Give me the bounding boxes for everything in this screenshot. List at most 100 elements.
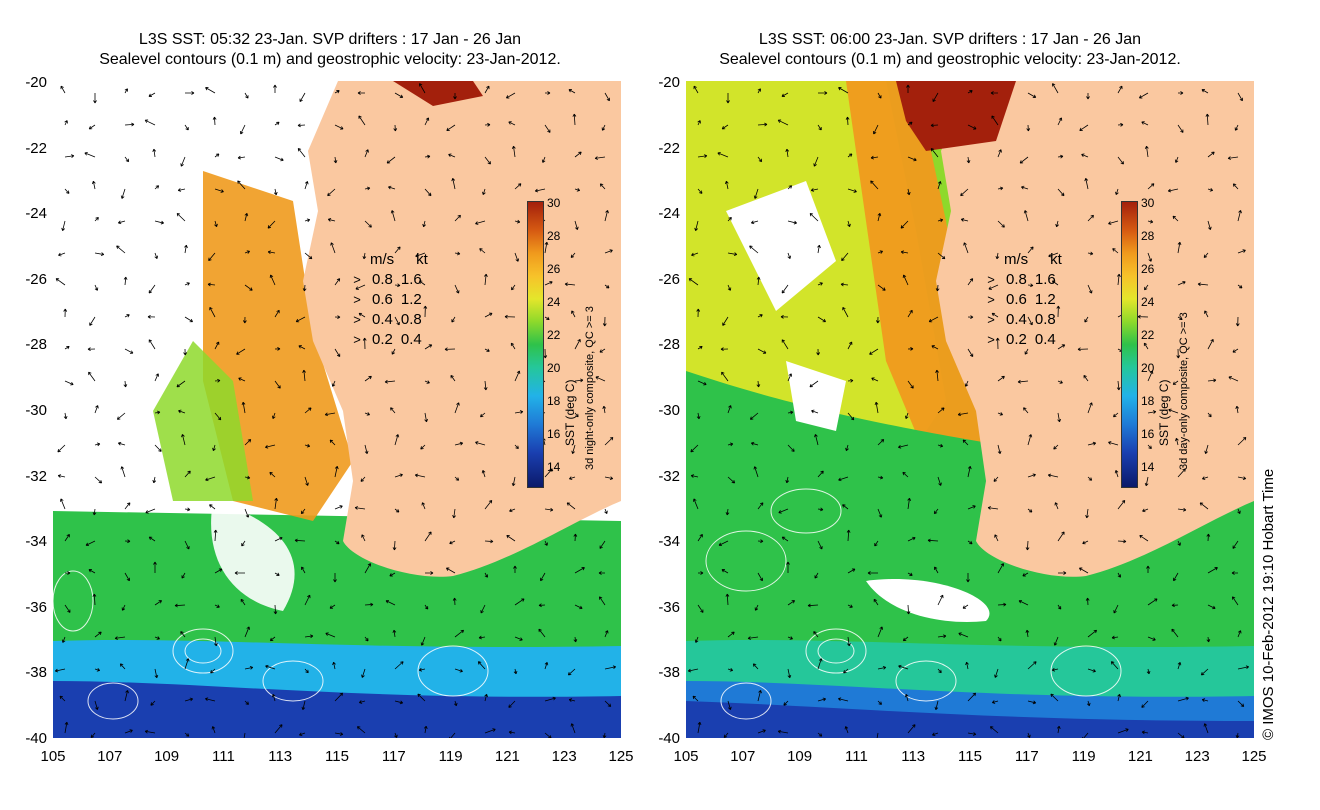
panel2-title: L3S SST: 06:00 23-Jan. SVP drifters : 17…	[660, 30, 1240, 70]
velocity-arrow	[688, 278, 699, 286]
y-tick-label: -28	[25, 336, 47, 354]
velocity-arrow	[273, 188, 278, 196]
velocity-arrow	[1201, 698, 1209, 702]
velocity-arrow	[508, 730, 516, 735]
velocity-arrow	[1237, 436, 1247, 446]
velocity-arrow	[967, 348, 974, 357]
velocity-arrow	[123, 276, 128, 286]
y-tick-label: -24	[25, 205, 47, 223]
colorbar-tick-label: 24	[547, 295, 561, 309]
velocity-arrow	[847, 341, 853, 350]
velocity-arrow	[994, 534, 999, 542]
velocity-arrow	[756, 380, 761, 388]
velocity-arrow	[843, 668, 849, 674]
velocity-arrow	[872, 124, 879, 135]
velocity-arrow	[1027, 316, 1033, 326]
velocity-arrow	[907, 536, 916, 542]
velocity-arrow	[1057, 380, 1063, 384]
velocity-arrow	[594, 156, 606, 160]
velocity-arrow	[697, 120, 701, 126]
velocity-arrow	[997, 602, 1007, 607]
velocity-arrow	[445, 567, 456, 574]
velocity-arrow	[817, 507, 824, 512]
velocity-arrow	[271, 412, 276, 419]
y-tick-label: -22	[25, 139, 47, 157]
velocity-arrow	[1117, 273, 1121, 286]
velocity-arrow	[451, 316, 456, 323]
velocity-arrow	[454, 441, 464, 446]
sealevel-contours	[53, 570, 489, 720]
x-tick-label: 107	[730, 748, 756, 765]
velocity-arrow	[1237, 476, 1247, 481]
velocity-arrow	[817, 316, 826, 323]
velocity-arrow	[1086, 700, 1091, 707]
velocity-arrow	[394, 246, 401, 254]
velocity-arrow	[304, 252, 313, 260]
velocity-arrow	[330, 242, 336, 254]
velocity-arrow	[937, 476, 942, 486]
velocity-arrow	[394, 473, 403, 478]
velocity-arrow	[124, 502, 131, 510]
y-tick-label: -36	[658, 598, 680, 616]
velocity-arrow	[1057, 604, 1062, 610]
x-tick-label: 123	[1184, 748, 1210, 765]
y-tick-label: -38	[658, 664, 680, 682]
velocity-arrow	[423, 725, 428, 734]
velocity-arrow	[838, 697, 849, 702]
velocity-arrow	[294, 538, 306, 543]
velocity-arrow	[1201, 89, 1209, 94]
panel2-map[interactable]	[686, 81, 1254, 738]
legend-ms-value: 0.4	[1006, 311, 1027, 328]
velocity-arrow	[724, 180, 729, 190]
velocity-arrow	[124, 729, 133, 734]
velocity-arrow	[690, 444, 699, 453]
velocity-arrow	[572, 113, 577, 126]
colorbar-tick-label: 20	[547, 361, 561, 375]
velocity-arrow	[360, 476, 366, 482]
velocity-arrow	[274, 497, 279, 510]
velocity-arrow	[1147, 444, 1152, 449]
velocity-arrow	[274, 724, 283, 734]
velocity-arrow	[334, 465, 339, 478]
velocity-arrow	[1141, 700, 1149, 708]
velocity-arrow	[566, 502, 576, 510]
velocity-arrow	[394, 92, 404, 98]
panel1-colorbar-label-1: SST (deg C)	[563, 379, 577, 446]
velocity-arrow	[484, 348, 490, 352]
velocity-arrow	[57, 474, 66, 478]
velocity-arrow	[817, 470, 824, 478]
velocity-arrow	[148, 284, 156, 294]
velocity-arrow	[1172, 380, 1179, 385]
legend-kt-value: 0.4	[400, 331, 422, 348]
velocity-arrow	[757, 88, 761, 94]
velocity-arrow	[271, 693, 276, 702]
velocity-arrow	[1235, 732, 1240, 738]
velocity-arrow	[757, 156, 763, 163]
velocity-arrow	[574, 151, 582, 158]
velocity-arrow	[781, 339, 789, 350]
y-tick-label: -38	[25, 664, 47, 682]
velocity-arrow	[844, 726, 849, 734]
velocity-arrow	[902, 471, 909, 478]
velocity-arrow	[452, 508, 456, 519]
velocity-arrow	[1177, 468, 1186, 478]
velocity-arrow	[873, 598, 879, 606]
velocity-arrow	[604, 436, 614, 446]
velocity-arrow	[960, 188, 969, 197]
velocity-arrow	[757, 690, 762, 702]
velocity-arrow	[506, 535, 516, 542]
velocity-arrow	[355, 284, 366, 290]
velocity-arrow	[962, 439, 969, 446]
velocity-arrow	[749, 245, 759, 254]
velocity-arrow	[1025, 540, 1030, 551]
panel1-colorbar-label: SST (deg C)	[563, 380, 577, 446]
velocity-arrow	[94, 284, 99, 291]
velocity-arrow	[810, 188, 819, 192]
y-tick-label: -34	[25, 533, 47, 551]
velocity-arrow	[214, 412, 222, 421]
velocity-arrow	[391, 348, 396, 355]
velocity-arrow	[304, 476, 309, 486]
velocity-arrow	[1048, 252, 1059, 258]
velocity-arrow	[208, 252, 216, 262]
velocity-arrow	[333, 573, 337, 583]
